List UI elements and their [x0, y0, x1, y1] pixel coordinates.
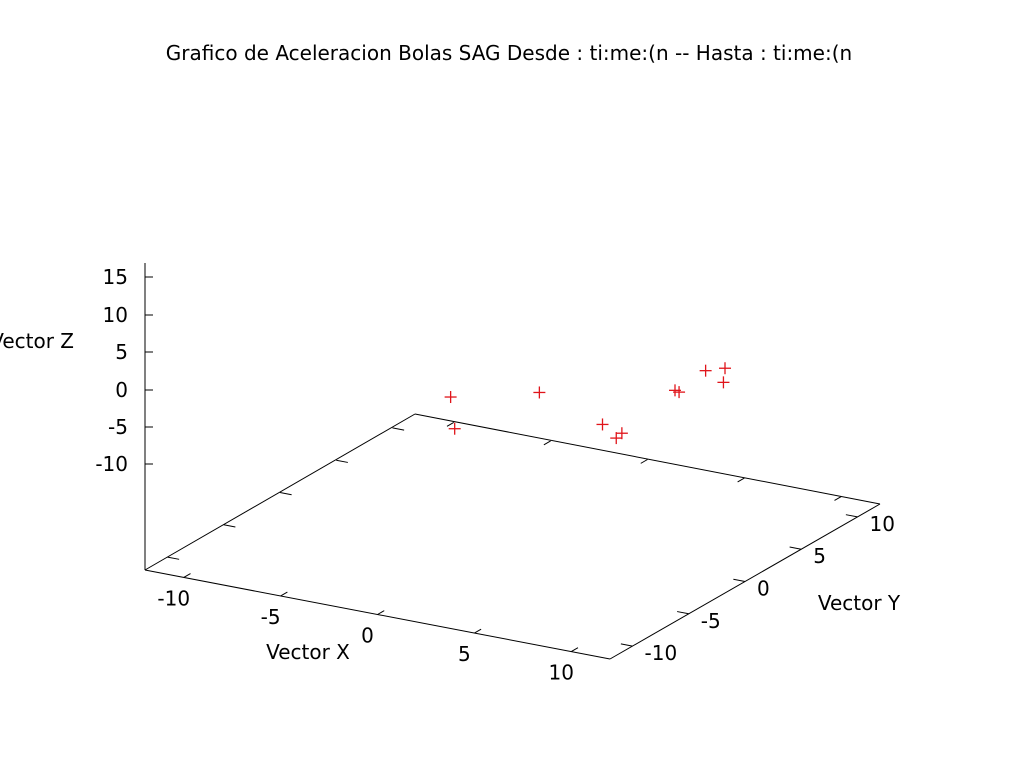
- data-points: [444, 362, 731, 445]
- chart-title: Grafico de Aceleracion Bolas SAG Desde :…: [166, 41, 852, 65]
- z-tick-label: 5: [115, 340, 128, 364]
- y-tick-mark: [733, 578, 746, 582]
- back-edge-line: [414, 413, 881, 505]
- x-tick-label: 10: [549, 661, 574, 685]
- data-point: [596, 418, 609, 431]
- y-tick-mark-back: [392, 427, 405, 431]
- data-point: [719, 362, 731, 375]
- z-axis-label: Vector Z: [0, 329, 74, 353]
- y-axis-label: Vector Y: [818, 591, 901, 615]
- x-tick-mark: [571, 647, 579, 653]
- y-tick-mark-back: [167, 556, 180, 560]
- data-point: [610, 432, 623, 445]
- y-axis-ticks: -10 -5 0 5 10: [167, 427, 895, 665]
- z-tick-label: 10: [103, 303, 128, 327]
- y-tick-mark: [677, 611, 689, 615]
- data-point: [717, 376, 730, 389]
- y-tick-mark-back: [336, 459, 348, 463]
- y-tick-mark: [845, 514, 858, 518]
- x-axis-ticks: -10 -5 0 5 10: [157, 421, 842, 685]
- x-axis-label: Vector X: [266, 640, 350, 664]
- x-tick-label: -5: [261, 605, 281, 629]
- data-point: [444, 391, 457, 404]
- x-tick-label: -10: [157, 586, 190, 610]
- data-point: [448, 422, 461, 435]
- base-frame: [144, 263, 881, 660]
- x-tick-mark-back: [446, 421, 454, 427]
- z-tick-label: 0: [115, 378, 128, 402]
- y-tick-label: -5: [701, 609, 721, 633]
- x-tick-mark: [377, 610, 385, 615]
- y-tick-mark-back: [223, 524, 236, 528]
- x-tick-label: 0: [361, 624, 374, 648]
- y-tick-label: -10: [645, 641, 678, 665]
- left-edge-line: [144, 413, 416, 571]
- x-tick-mark-back: [640, 459, 648, 464]
- data-point: [533, 386, 546, 399]
- x-tick-mark: [280, 591, 288, 597]
- x-tick-mark: [474, 628, 482, 634]
- z-tick-label: -10: [95, 452, 128, 476]
- y-tick-label: 0: [757, 577, 770, 601]
- z-axis-ticks: 15 10 5 0 -5 -10: [95, 265, 153, 476]
- y-tick-label: 10: [870, 512, 895, 536]
- y-tick-mark: [789, 546, 802, 550]
- x-tick-mark-back: [543, 440, 551, 446]
- y-tick-mark: [620, 643, 633, 647]
- x-tick-mark-back: [737, 477, 745, 483]
- z-tick-label: 15: [103, 265, 128, 289]
- y-tick-label: 5: [813, 544, 826, 568]
- data-point: [615, 427, 628, 440]
- x-tick-label: 5: [458, 642, 471, 666]
- data-point: [673, 386, 686, 399]
- y-tick-mark-back: [279, 492, 292, 496]
- x-tick-mark: [183, 573, 191, 578]
- data-point: [699, 364, 712, 377]
- x-tick-mark-back: [834, 496, 842, 501]
- z-tick-label: -5: [108, 415, 128, 439]
